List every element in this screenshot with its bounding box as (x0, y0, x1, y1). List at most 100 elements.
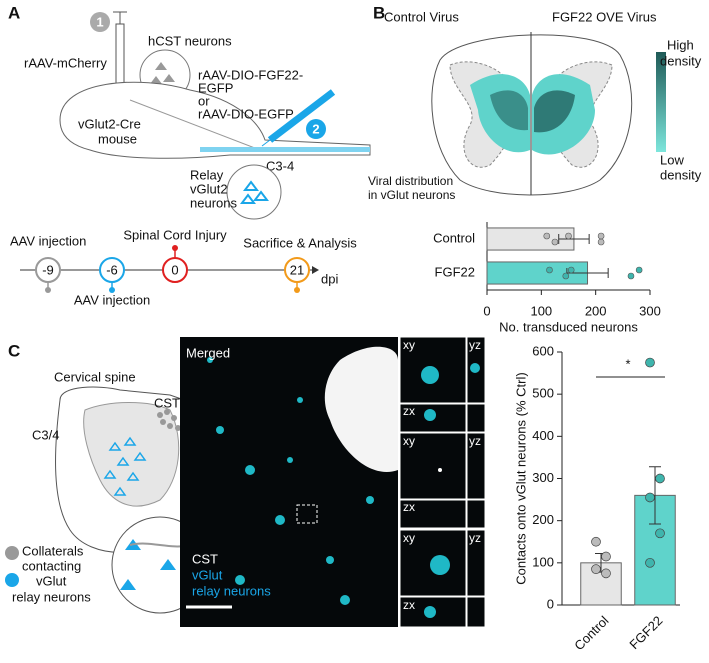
tract-label: CST (154, 395, 180, 410)
timeline-stems (45, 245, 300, 293)
virus-label: rAAV-DIO-EGFP (198, 106, 294, 121)
data-point (645, 357, 655, 368)
tract (129, 99, 261, 151)
roi (296, 504, 318, 524)
inset-label: xy (403, 338, 415, 352)
virus-label: rAAV-DIO-FGF22- (198, 67, 303, 82)
data-point (601, 568, 611, 579)
virus-label: rAAV-mCherry (24, 55, 107, 70)
data-point (601, 551, 611, 562)
virus-label: EGFP (198, 80, 233, 95)
panel-label: A (8, 3, 20, 22)
condition-label: Control Virus (384, 9, 459, 24)
data-point (543, 232, 551, 240)
panel-label: C (8, 341, 20, 360)
caption: in vGlut neurons (368, 188, 455, 202)
y-tick-label: 300 (532, 470, 554, 485)
data-point (635, 266, 643, 274)
grey-matter (83, 402, 180, 507)
error-bar (558, 234, 590, 244)
cst-fibers (157, 409, 181, 431)
level-label: C3-4 (266, 158, 294, 173)
y-tick-label: 500 (532, 386, 554, 401)
mouse-label: vGlut2-Cre (78, 116, 141, 131)
neurons (240, 180, 269, 204)
panel-label: B (373, 3, 385, 22)
neurons (103, 436, 147, 496)
scale-label: density (660, 167, 702, 182)
scale-label: density (660, 53, 702, 68)
y-tick-label: FGF22 (435, 264, 475, 279)
day-marker (35, 257, 61, 283)
magnifier (226, 164, 282, 220)
mouse-cns (59, 81, 371, 159)
step-number: 2 (312, 121, 319, 136)
data-point (565, 232, 572, 240)
legend-label: contacting (22, 558, 81, 573)
inset-label: yz (469, 434, 481, 448)
virus-label: or (198, 93, 210, 108)
x-tick-label: 100 (530, 303, 552, 318)
inset-label: zx (403, 598, 415, 612)
syringe (261, 89, 336, 147)
y-tick-label: 0 (547, 596, 554, 611)
inset-label: xy (403, 531, 415, 545)
density-map (490, 90, 528, 131)
insets (399, 336, 486, 628)
day-label: -9 (42, 262, 54, 277)
channel-label: CST (192, 551, 218, 566)
legend-label: relay neurons (12, 589, 91, 604)
caption: Viral distribution (368, 174, 453, 188)
density-scale (656, 52, 666, 152)
scale-label: Low (660, 152, 684, 167)
x-tick-label: 300 (639, 303, 661, 318)
x-tick-label: Control (571, 613, 611, 653)
inset-label: zx (403, 500, 415, 514)
relay-label: Relay (190, 167, 224, 182)
day-label: 0 (171, 262, 178, 277)
y-tick-label: 100 (532, 554, 554, 569)
x-tick-label: 0 (483, 303, 490, 318)
data-point (597, 238, 605, 246)
event-label: Spinal Cord Injury (123, 227, 227, 242)
data-point (645, 557, 655, 568)
image-title: Merged (186, 345, 230, 360)
cord-label (200, 147, 370, 152)
error-bar (649, 466, 661, 525)
legend-label: Collaterals (22, 543, 84, 558)
cst-signal (324, 346, 398, 472)
data-point (567, 266, 575, 274)
day-marker (162, 257, 188, 283)
neurons (150, 62, 175, 84)
relay-label: vGlut2 (190, 181, 228, 196)
x-tick-label: FGF22 (626, 613, 665, 652)
day-label: -6 (106, 262, 118, 277)
section-title: Cervical spine (54, 369, 136, 384)
data-point (551, 238, 559, 246)
vglut-signal (207, 357, 374, 605)
data-point (562, 272, 570, 280)
cord-section (431, 34, 633, 196)
step-badge (90, 12, 110, 32)
x-tick-label: 200 (585, 303, 607, 318)
step-badge (306, 119, 326, 139)
channel-label: relay neurons (192, 583, 271, 598)
event-label: AAV injection (10, 233, 86, 248)
relay-label: neurons (190, 195, 237, 210)
legend-swatch (5, 573, 19, 587)
inset-label: yz (469, 338, 481, 352)
legend-swatch (5, 546, 19, 560)
data-point (597, 232, 605, 240)
data-point (591, 536, 601, 547)
level-label: C3/4 (32, 427, 59, 442)
condition-label: FGF22 OVE Virus (552, 9, 657, 24)
y-tick-label: Control (433, 230, 475, 245)
y-tick-label: 200 (532, 512, 554, 527)
scale-label: High (667, 37, 694, 52)
step-number: 1 (96, 14, 103, 29)
significance-label: * (625, 356, 630, 371)
day-marker (99, 257, 125, 283)
data-point (591, 564, 601, 575)
x-axis-title: No. transduced neurons (499, 319, 638, 334)
